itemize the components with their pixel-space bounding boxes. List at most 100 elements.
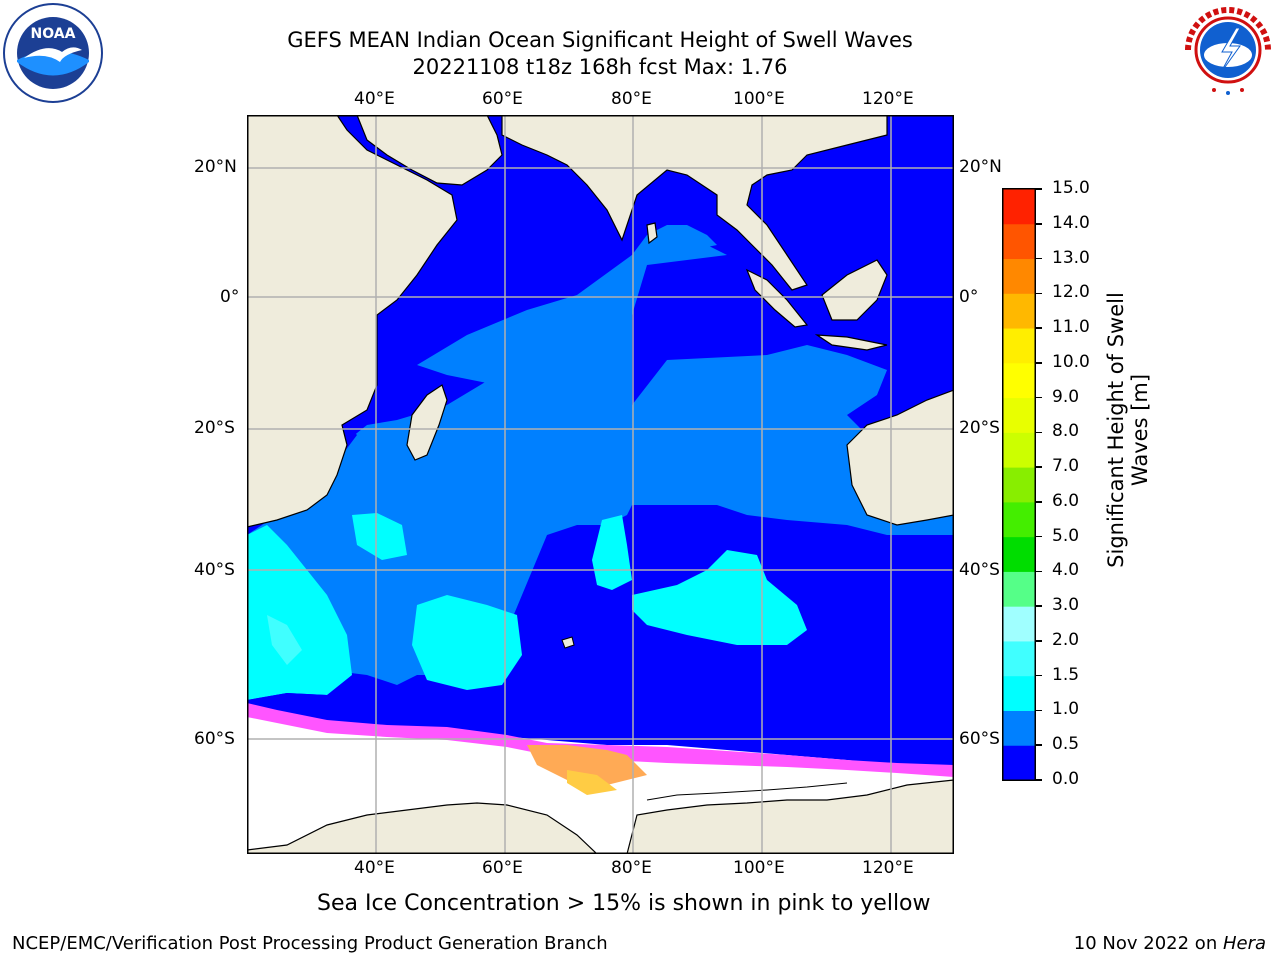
- colorbar-tick-mark: [1036, 362, 1042, 364]
- chart-title-line2: 20221108 t18z 168h fcst Max: 1.76: [412, 55, 788, 79]
- colorbar-tick-mark: [1036, 570, 1042, 573]
- lat-label-right-40s: 40°S: [959, 560, 1000, 580]
- colorbar-tick-label: 7.0: [1052, 456, 1080, 477]
- land-australia: [846, 389, 954, 526]
- land-antarctica: [247, 802, 598, 854]
- colorbar-tick-label: 9.0: [1052, 386, 1080, 407]
- lat-label-right-20n: 20°N: [959, 157, 1002, 177]
- colorbar-tick-label: 10.0: [1052, 351, 1090, 372]
- colorbar-segment-14.0: [1003, 189, 1035, 225]
- lon-label-bottom-120e: 120°E: [862, 858, 914, 878]
- colorbar-tick-label: 0.0: [1052, 769, 1080, 789]
- land-antarctic-coast: [646, 782, 848, 801]
- colorbar-tick-mark: [1036, 188, 1042, 190]
- colorbar-tick-mark: [1036, 709, 1042, 712]
- swell-band-0.5-1.0: [247, 235, 954, 685]
- lon-label-bottom-80e: 80°E: [611, 858, 652, 878]
- colorbar-tick-mark: [1036, 640, 1042, 642]
- nws-logo: [1178, 0, 1278, 100]
- land-borneo: [821, 259, 888, 321]
- colorbar-tick-mark: [1036, 466, 1042, 468]
- colorbar-label-line1: Significant Height of Swell: [1104, 292, 1128, 568]
- colorbar-tick-label: 6.0: [1052, 490, 1080, 511]
- colorbar-tick-label: 1.0: [1052, 699, 1080, 720]
- land-kerguelen: [561, 636, 575, 649]
- colorbar-tick-label: 13.0: [1052, 247, 1090, 268]
- lon-label-top-80e: 80°E: [611, 89, 652, 109]
- gridlines: [247, 115, 954, 854]
- sea-ice-pink: [247, 703, 954, 777]
- colorbar-tick-label: 3.0: [1052, 595, 1080, 616]
- colorbar-label: Significant Height of Swell Waves [m]: [1104, 220, 1152, 640]
- land-sri-lanka: [646, 222, 658, 245]
- colorbar-label-line2: Waves [m]: [1128, 373, 1152, 487]
- sea-ice-orange: [527, 745, 647, 785]
- lat-label-left-40s: 40°S: [194, 560, 235, 580]
- lon-label-top-60e: 60°E: [482, 89, 523, 109]
- colorbar: [1002, 188, 1036, 781]
- lon-label-top-40e: 40°E: [354, 89, 395, 109]
- noaa-logo: NOAA: [2, 2, 104, 104]
- land-madagascar: [406, 384, 448, 461]
- colorbar-tick-label: 15.0: [1052, 178, 1090, 198]
- colorbar-tick-mark: [1036, 605, 1042, 607]
- noaa-logo-icon: NOAA: [3, 3, 103, 103]
- colorbar-tick-mark: [1036, 744, 1042, 746]
- lat-label-left-0: 0°: [220, 287, 240, 307]
- colorbar-tick-mark: [1036, 535, 1042, 538]
- swell-band-1.0-1.5-c2: [632, 550, 807, 645]
- colorbar-tick-label: 8.0: [1052, 421, 1080, 442]
- colorbar-tick-mark: [1036, 779, 1042, 781]
- colorbar-segment-2.0: [1003, 606, 1035, 642]
- lat-label-right-20s: 20°S: [959, 418, 1000, 438]
- lat-label-right-0: 0°: [959, 287, 979, 307]
- colorbar-segment-0.0: [1003, 745, 1035, 781]
- lat-label-left-60s: 60°S: [194, 729, 235, 749]
- colorbar-tick-mark: [1036, 223, 1042, 225]
- sea-ice-note: Sea Ice Concentration > 15% is shown in …: [317, 891, 931, 916]
- colorbar-frame: [1002, 188, 1036, 781]
- colorbar-tick-label: 1.5: [1052, 664, 1080, 685]
- colorbar-tick-mark: [1036, 501, 1042, 503]
- national-weather-service-logo-icon: [1181, 3, 1275, 97]
- land-java: [814, 334, 888, 351]
- colorbar-segment-12.0: [1003, 258, 1035, 294]
- lon-label-bottom-100e: 100°E: [733, 858, 785, 878]
- run-date-text: 10 Nov 2022 on: [1073, 933, 1223, 954]
- colorbar-tick-label: 14.0: [1052, 212, 1090, 233]
- colorbar-tick-label: 11.0: [1052, 317, 1090, 338]
- run-date: 10 Nov 2022 on Hera: [1074, 933, 1266, 954]
- colorbar-segment-7.0: [1003, 432, 1035, 468]
- colorbar-segment-8.0: [1003, 397, 1035, 433]
- colorbar-segment-9.0: [1003, 362, 1035, 399]
- swell-band-1.0-1.5-c4: [592, 515, 632, 590]
- colorbar-segment-3.0: [1003, 571, 1035, 607]
- chart-title-line1: GEFS MEAN Indian Ocean Significant Heigh…: [287, 28, 913, 52]
- machine-name: Hera: [1222, 933, 1266, 954]
- swell-band-1.0-1.5-c1: [412, 595, 522, 690]
- sea-ice-yellow: [567, 770, 617, 795]
- colorbar-segment-0.5: [1003, 710, 1035, 746]
- colorbar-segment-13.0: [1003, 223, 1035, 260]
- map-frame: [247, 115, 954, 854]
- colorbar-segment-4.0: [1003, 536, 1035, 572]
- lon-label-bottom-60e: 60°E: [482, 858, 523, 878]
- lat-label-left-20n: 20°N: [194, 157, 237, 177]
- colorbar-tick-mark: [1036, 396, 1042, 399]
- colorbar-segment-11.0: [1003, 293, 1035, 329]
- colorbar-tick-mark: [1036, 431, 1042, 434]
- colorbar-tick-label: 12.0: [1052, 282, 1090, 303]
- lat-label-left-20s: 20°S: [194, 418, 235, 438]
- colorbar-tick-mark: [1036, 674, 1042, 677]
- swell-height-map: [247, 115, 954, 854]
- colorbar-segment-10.0: [1003, 328, 1035, 364]
- colorbar-tick-mark: [1036, 257, 1042, 260]
- lon-label-bottom-40e: 40°E: [354, 858, 395, 878]
- colorbar-tick-label: 5.0: [1052, 525, 1080, 546]
- colorbar-segment-1.5: [1003, 640, 1035, 677]
- colorbar-tick-mark: [1036, 292, 1042, 295]
- branch-credit: NCEP/EMC/Verification Post Processing Pr…: [12, 933, 608, 954]
- swell-band-0.5-1.0-north: [417, 225, 717, 405]
- colorbar-tick-label: 0.5: [1052, 734, 1080, 755]
- colorbar-segment-6.0: [1003, 467, 1035, 503]
